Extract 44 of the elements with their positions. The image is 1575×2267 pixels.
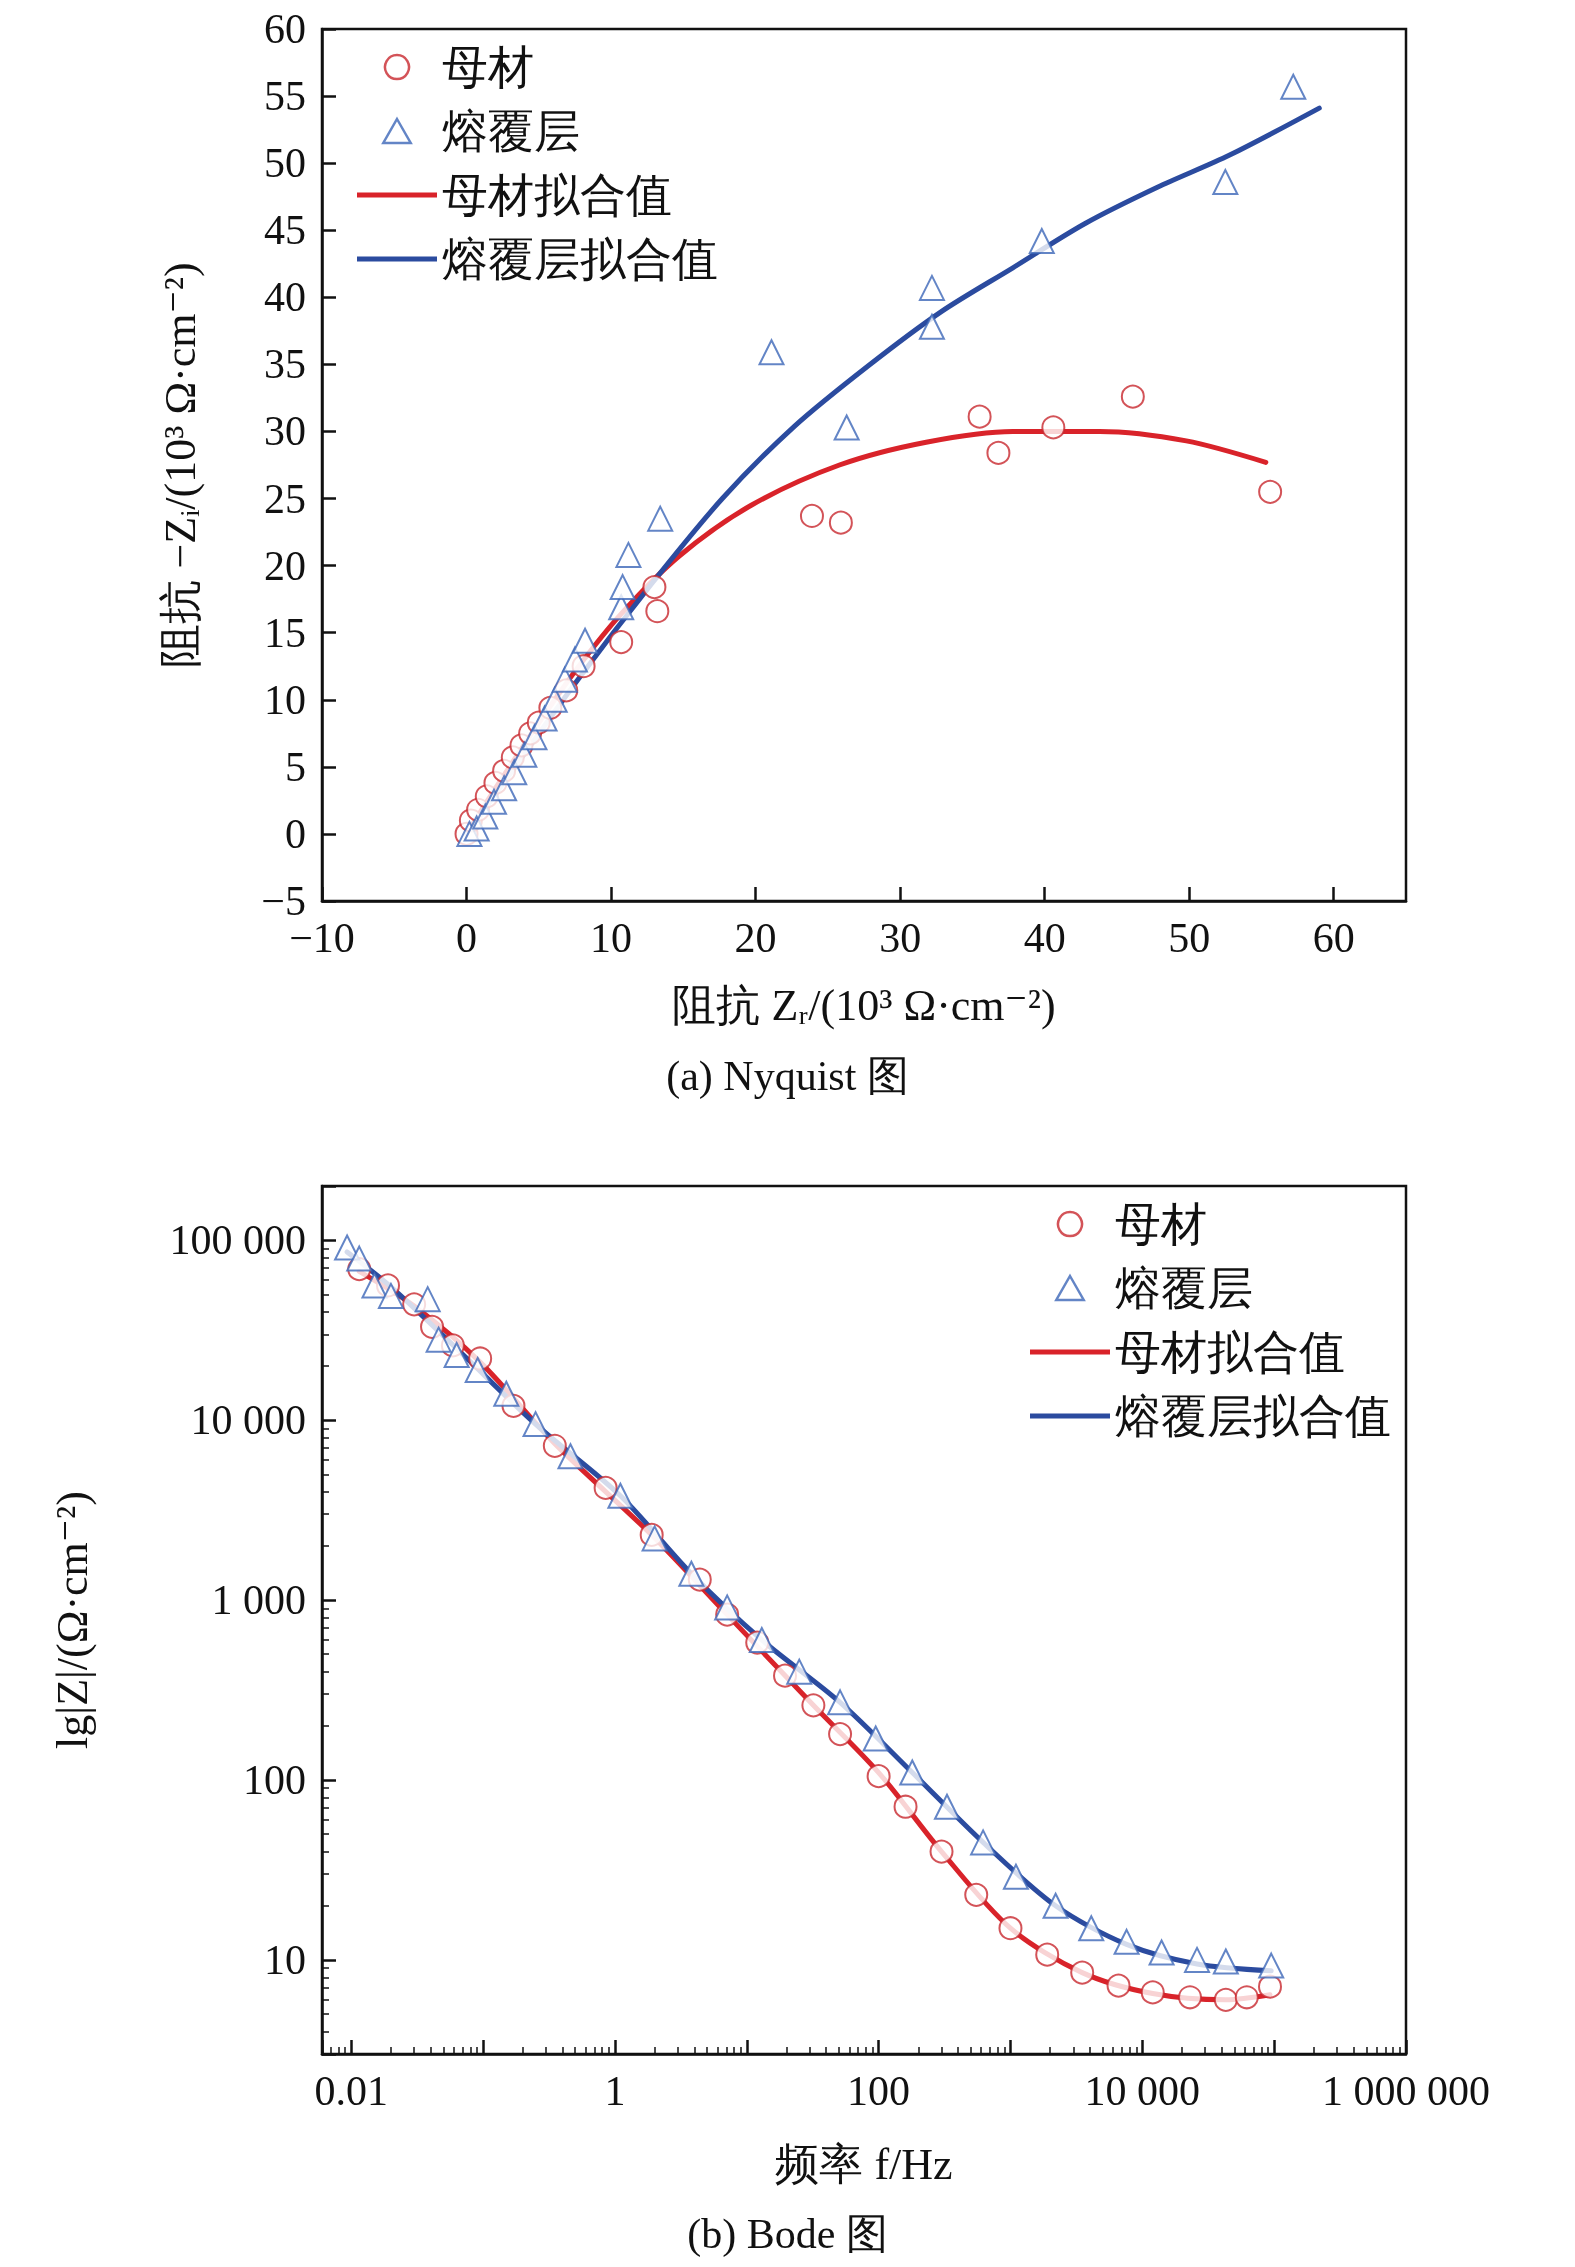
y-tick-label: 60: [264, 6, 306, 52]
y-tick-label: 100 000: [169, 1217, 306, 1264]
y-tick-label: 35: [264, 341, 306, 388]
x-tick-label: 10: [590, 915, 633, 961]
y-tick-label: 25: [264, 475, 306, 522]
legend-label: 母材拟合值: [442, 169, 672, 221]
y-tick-label: 20: [264, 542, 306, 589]
y-tick-label: 45: [264, 207, 306, 254]
legend-label: 熔覆层拟合值: [1115, 1390, 1391, 1442]
y-tick-label: 15: [264, 609, 306, 656]
legend-label: 母材: [1115, 1198, 1207, 1250]
legend-label: 熔覆层拟合值: [442, 233, 718, 285]
x-tick-label: 100: [847, 2068, 911, 2114]
x-tick-label: 0: [456, 915, 478, 961]
x-tick-label: 60: [1312, 915, 1355, 961]
y-tick-label: 1 000: [211, 1577, 306, 1624]
y-tick-label: 10: [264, 676, 306, 723]
x-tick-label: 50: [1168, 915, 1211, 961]
x-tick-label: 10 000: [1084, 2068, 1201, 2114]
x-tick-label: 0.01: [314, 2068, 388, 2114]
x-tick-label: 20: [734, 915, 777, 961]
x-axis-title: 频率 f/Hz: [775, 2139, 953, 2189]
y-tick-label: 30: [264, 408, 306, 455]
x-tick-label: 1 000 000: [1322, 2068, 1490, 2114]
text: (b) Bode 图: [687, 2211, 888, 2258]
y-tick-label: 100: [243, 1756, 306, 1803]
legend-label: 母材拟合值: [1115, 1326, 1345, 1378]
y-axis-title: 阻抗 −Zᵢ/(10³ Ω·cm⁻²): [155, 262, 205, 668]
y-tick-label: 10 000: [190, 1397, 306, 1444]
y-axis-title: lg|Z|/(Ω·cm⁻²): [47, 1491, 97, 1749]
legend-label: 熔覆层: [442, 105, 580, 157]
y-tick-label: 40: [264, 274, 306, 321]
text: (a) Nyquist 图: [666, 1053, 909, 1100]
x-tick-label: 1: [604, 2068, 626, 2114]
y-tick-label: 50: [264, 140, 306, 187]
y-tick-label: 0: [285, 810, 306, 857]
x-axis-title: 阻抗 Zᵣ/(10³ Ω·cm⁻²): [672, 980, 1056, 1030]
legend-label: 熔覆层: [1115, 1262, 1253, 1314]
x-tick-label: 30: [879, 915, 922, 961]
y-tick-label: 5: [285, 743, 306, 790]
y-tick-label: 55: [264, 73, 306, 120]
y-tick-label: 10: [264, 1936, 306, 1983]
legend-label: 母材: [442, 41, 534, 93]
x-tick-label: 40: [1023, 915, 1066, 961]
